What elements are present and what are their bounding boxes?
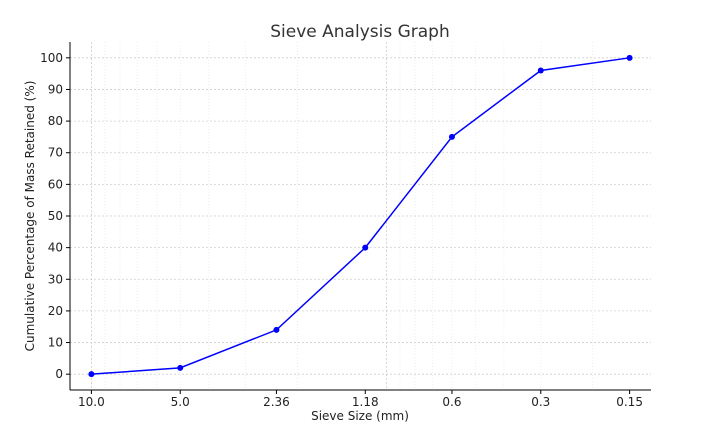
y-tick-label: 70	[48, 146, 63, 160]
y-axis-label: Cumulative Percentage of Mass Retained (…	[23, 81, 37, 352]
x-axis-label: Sieve Size (mm)	[311, 409, 409, 423]
y-tick-label: 10	[48, 336, 63, 350]
data-point	[362, 244, 369, 251]
y-axis-ticks: 0 10 20 30 40 50 60 70 80 90 100	[40, 51, 70, 381]
data-point	[88, 371, 95, 378]
x-tick-label: 0.3	[531, 395, 550, 409]
y-tick-label: 60	[48, 177, 63, 191]
x-tick-label: 1.18	[352, 395, 379, 409]
y-tick-label: 40	[48, 241, 63, 255]
series-line	[91, 57, 630, 375]
y-tick-label: 90	[48, 82, 63, 96]
x-tick-label: 0.6	[442, 395, 461, 409]
x-axis-ticks: 10.0 5.0 2.36 1.18 0.6 0.3 0.15	[78, 390, 643, 409]
x-tick-label: 0.15	[616, 395, 643, 409]
chart-title: Sieve Analysis Graph	[270, 22, 450, 42]
x-tick-label: 5.0	[171, 395, 190, 409]
data-point	[626, 54, 633, 61]
grid	[70, 42, 651, 390]
x-tick-label: 10.0	[78, 395, 105, 409]
y-tick-label: 30	[48, 272, 63, 286]
y-tick-label: 20	[48, 304, 63, 318]
data-point	[177, 364, 184, 371]
y-tick-label: 0	[55, 367, 63, 381]
data-point	[537, 67, 544, 74]
x-tick-label: 2.36	[263, 395, 290, 409]
y-tick-label: 100	[40, 51, 63, 65]
data-point	[448, 133, 455, 140]
y-tick-label: 50	[48, 209, 63, 223]
y-tick-label: 80	[48, 114, 63, 128]
data-point	[273, 326, 280, 333]
series	[88, 54, 633, 378]
